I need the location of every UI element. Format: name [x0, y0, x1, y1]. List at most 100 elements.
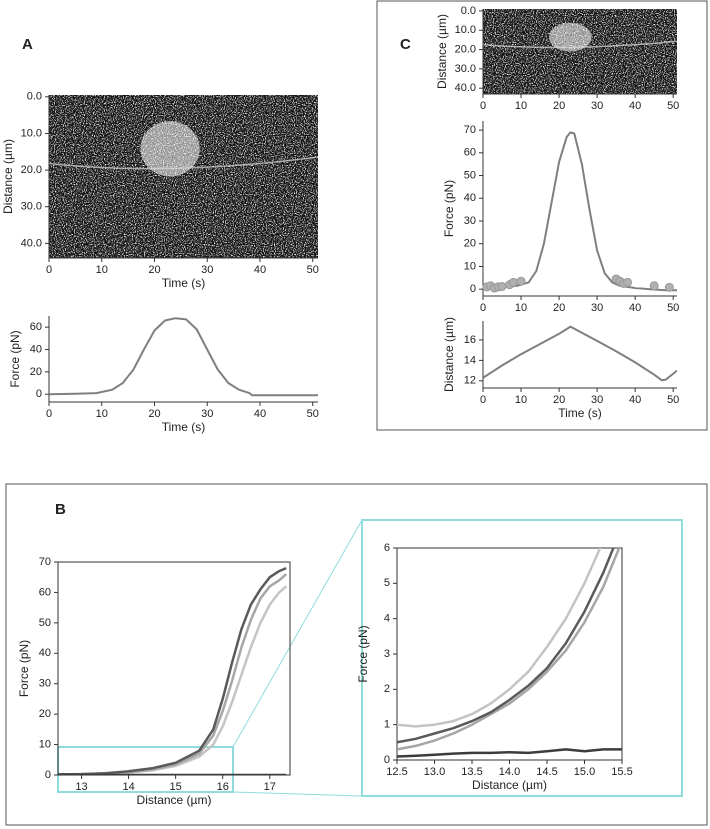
- y-axis-label: Force (pN): [17, 640, 31, 697]
- zoom-frame: [361, 519, 683, 797]
- x-tick-label: 10: [96, 408, 108, 420]
- data-line: [397, 548, 615, 744]
- x-tick-label: 40: [629, 100, 641, 112]
- data-line: [58, 566, 287, 775]
- y-tick-label: 50: [39, 617, 51, 629]
- x-tick-label: 40: [629, 302, 641, 314]
- y-tick-label: 40: [464, 192, 476, 204]
- x-tick-label: 50: [307, 264, 319, 276]
- x-tick-label: 17: [264, 781, 276, 793]
- x-tick-label: 14: [122, 781, 134, 793]
- y-tick-label: 20: [464, 238, 476, 250]
- y-tick-label: 0: [45, 769, 51, 781]
- y-tick-label: 20.0: [21, 164, 42, 176]
- zoom-connector: [232, 791, 363, 797]
- y-tick-label: 70: [464, 124, 476, 136]
- plot-frame: [57, 561, 291, 776]
- x-axis-label: Time (s): [162, 276, 206, 290]
- y-axis-label: Distance (µm): [1, 139, 15, 214]
- x-tick-label: 16: [217, 781, 229, 793]
- x-tick-label: 0: [480, 394, 486, 406]
- x-tick-label: 13.5: [461, 766, 482, 778]
- data-point: [516, 276, 526, 286]
- x-tick-label: 0: [480, 100, 486, 112]
- y-tick-label: 20: [30, 366, 42, 378]
- x-tick-label: 20: [553, 302, 565, 314]
- y-tick-label: 0.0: [27, 91, 42, 103]
- x-tick-label: 15: [170, 781, 182, 793]
- x-tick-label: 50: [307, 408, 319, 420]
- y-tick-label: 50: [464, 169, 476, 181]
- y-tick-label: 40: [30, 343, 42, 355]
- kymograph-edge: [48, 156, 319, 170]
- y-tick-label: 40.0: [455, 82, 476, 94]
- y-tick-label: 1: [384, 719, 390, 731]
- kymograph-signal: [140, 121, 200, 177]
- x-tick-label: 0: [46, 264, 52, 276]
- y-tick-label: 14: [464, 354, 476, 366]
- y-axis-label: Force (pN): [356, 625, 370, 682]
- kymograph-signal: [548, 22, 592, 52]
- x-tick-label: 50: [667, 394, 679, 406]
- y-tick-label: 12: [464, 375, 476, 387]
- data-line: [483, 131, 677, 292]
- x-tick-label: 20: [553, 100, 565, 112]
- x-tick-label: 10: [515, 394, 527, 406]
- data-line: [49, 317, 318, 397]
- data-point: [664, 282, 674, 292]
- data-line: [397, 748, 622, 758]
- y-tick-label: 0: [384, 754, 390, 766]
- x-tick-label: 20: [148, 408, 160, 420]
- x-tick-label: 40: [254, 264, 266, 276]
- x-tick-label: 0: [46, 408, 52, 420]
- x-axis-label: Distance (µm): [137, 793, 212, 807]
- x-tick-label: 14.5: [536, 766, 557, 778]
- panel-c-frame: [376, 0, 708, 431]
- x-tick-label: 50: [667, 100, 679, 112]
- zoom-connector: [232, 519, 363, 748]
- y-tick-label: 20.0: [455, 43, 476, 55]
- x-tick-label: 13.0: [424, 766, 445, 778]
- y-tick-label: 60: [39, 586, 51, 598]
- x-tick-label: 30: [591, 394, 603, 406]
- x-axis-label: Time (s): [558, 406, 602, 420]
- x-tick-label: 40: [629, 394, 641, 406]
- y-tick-label: 10.0: [21, 127, 42, 139]
- y-axis-label: Force (pN): [442, 180, 456, 237]
- x-tick-label: 10: [515, 100, 527, 112]
- y-tick-label: 0.0: [461, 5, 476, 17]
- data-line: [397, 548, 621, 751]
- panel-label: A: [22, 36, 33, 53]
- data-point: [508, 277, 518, 287]
- y-tick-label: 60: [30, 321, 42, 333]
- y-tick-label: 6: [384, 542, 390, 554]
- y-axis-label: Force (pN): [8, 330, 22, 387]
- y-tick-label: 2: [384, 683, 390, 695]
- x-tick-label: 15.0: [574, 766, 595, 778]
- x-tick-label: 30: [201, 264, 213, 276]
- y-tick-label: 30.0: [455, 63, 476, 75]
- y-tick-label: 5: [384, 577, 390, 589]
- kymograph-noise: [49, 95, 318, 258]
- panel-label: C: [400, 36, 411, 53]
- y-tick-label: 10: [39, 738, 51, 750]
- plot-frame: [396, 547, 623, 761]
- data-line: [483, 325, 677, 382]
- y-tick-label: 70: [39, 556, 51, 568]
- x-axis-label: Distance (µm): [472, 778, 547, 792]
- x-tick-label: 10: [515, 302, 527, 314]
- y-tick-label: 10: [464, 260, 476, 272]
- y-tick-label: 3: [384, 648, 390, 660]
- data-point: [497, 281, 507, 291]
- kymograph-noise: [483, 9, 677, 94]
- x-tick-label: 20: [553, 394, 565, 406]
- y-tick-label: 0: [470, 283, 476, 295]
- x-tick-label: 30: [201, 408, 213, 420]
- y-tick-label: 30: [464, 215, 476, 227]
- x-tick-label: 0: [480, 302, 486, 314]
- x-tick-label: 40: [254, 408, 266, 420]
- y-tick-label: 16: [464, 334, 476, 346]
- data-line: [397, 548, 602, 728]
- x-tick-label: 15.5: [611, 766, 632, 778]
